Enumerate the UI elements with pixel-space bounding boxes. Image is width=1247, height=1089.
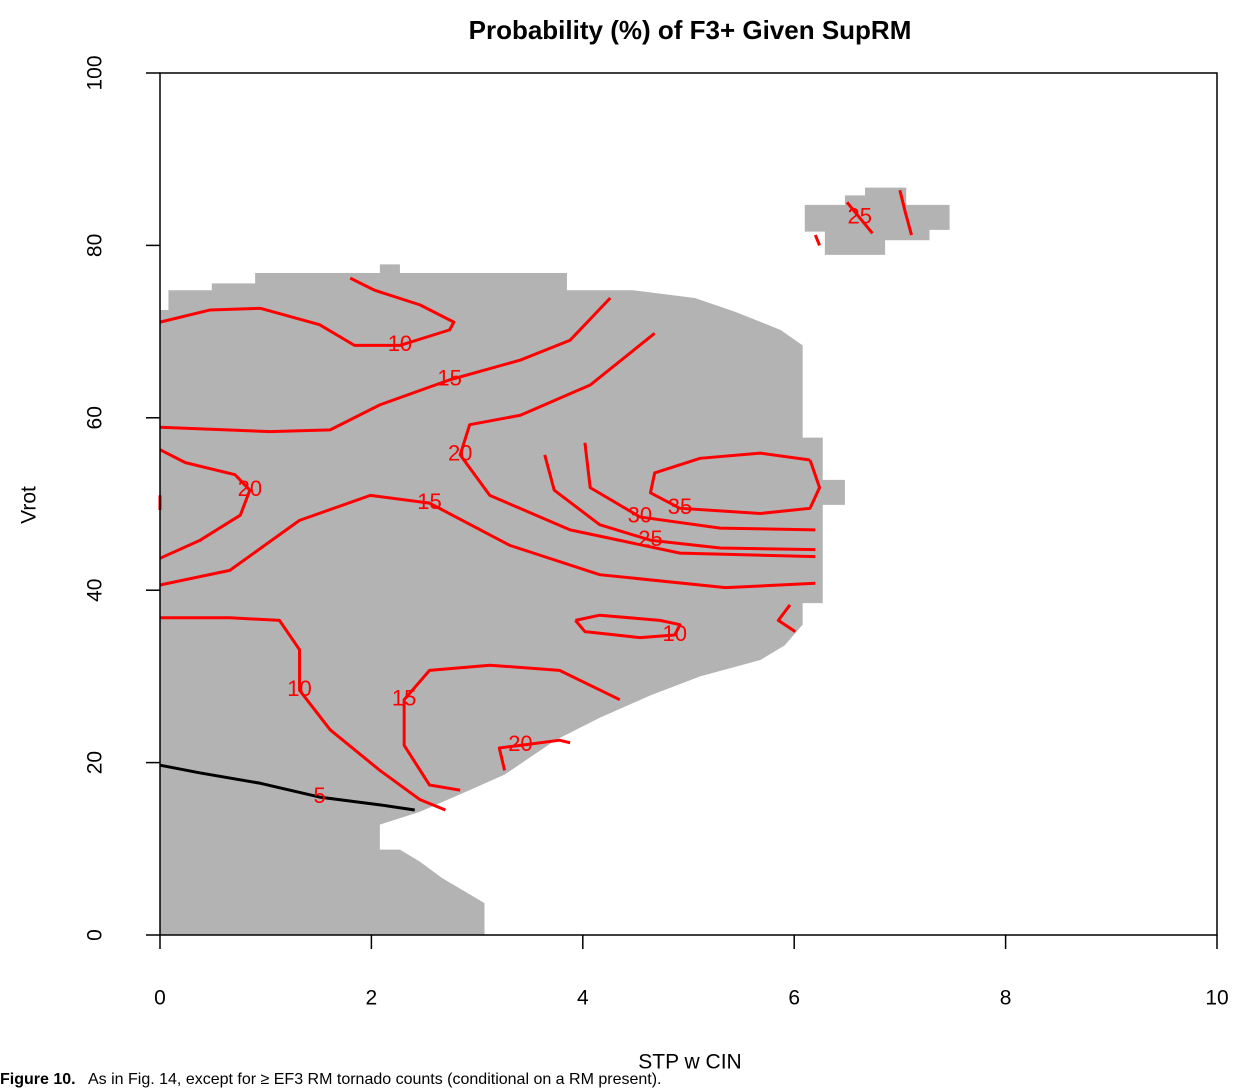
caption: As in Fig. 14, except for ≥ EF3 RM torna…: [88, 1071, 662, 1088]
contour-line: [574, 613, 682, 640]
contour-line: [813, 189, 913, 246]
contour-label: 20: [508, 731, 532, 756]
contour-line: [543, 454, 816, 552]
plot-frame: [159, 72, 1218, 936]
contour-line: [458, 332, 816, 559]
x-axis-label: STP w CIN: [638, 1051, 741, 1074]
contour-line: [159, 763, 415, 812]
contour-label: 15: [392, 685, 416, 710]
contour-line: [160, 616, 446, 812]
y-tick-label: 0: [84, 929, 107, 941]
contour-label: 10: [663, 621, 687, 646]
x-tick-label: 10: [1205, 987, 1228, 1010]
y-tick-label: 20: [84, 751, 107, 774]
data-region: [804, 187, 950, 255]
contour-label: 25: [638, 526, 662, 551]
chart-title: Probability (%) of F3+ Given SupRM: [469, 15, 912, 45]
contour-line: [648, 451, 822, 515]
y-tick-label: 80: [84, 234, 107, 257]
contour-label: 30: [628, 503, 652, 528]
contour-label: 10: [287, 676, 311, 701]
contour-label: 25: [847, 204, 871, 229]
x-tick-label: 8: [1000, 987, 1012, 1010]
y-tick-label: 100: [84, 55, 107, 90]
contour-label: 20: [448, 441, 472, 466]
contour-line: [497, 738, 571, 771]
contour-line: [159, 493, 816, 633]
x-tick-label: 2: [366, 987, 378, 1010]
x-tick-label: 6: [788, 987, 800, 1010]
contour-label: 20: [238, 476, 262, 501]
contour-label: 15: [437, 366, 461, 391]
data-region: [160, 264, 845, 935]
contour-label: 15: [417, 489, 441, 514]
contour-label: 5: [313, 783, 325, 808]
x-tick-label: 0: [154, 987, 166, 1010]
y-axis-label: Vrot: [18, 486, 41, 524]
contour-label: 35: [668, 494, 692, 519]
contour-line: [402, 663, 621, 792]
contour-line: [583, 442, 816, 532]
contour-line: [159, 296, 612, 434]
caption-lead: Figure 10.: [0, 1071, 76, 1088]
y-tick-label: 60: [84, 406, 107, 429]
y-tick-label: 40: [84, 579, 107, 602]
x-tick-label: 4: [577, 987, 589, 1010]
contour-line: [159, 276, 456, 347]
contour-label: 10: [388, 331, 412, 356]
